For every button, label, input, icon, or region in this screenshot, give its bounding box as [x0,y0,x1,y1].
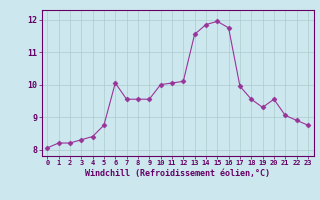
X-axis label: Windchill (Refroidissement éolien,°C): Windchill (Refroidissement éolien,°C) [85,169,270,178]
